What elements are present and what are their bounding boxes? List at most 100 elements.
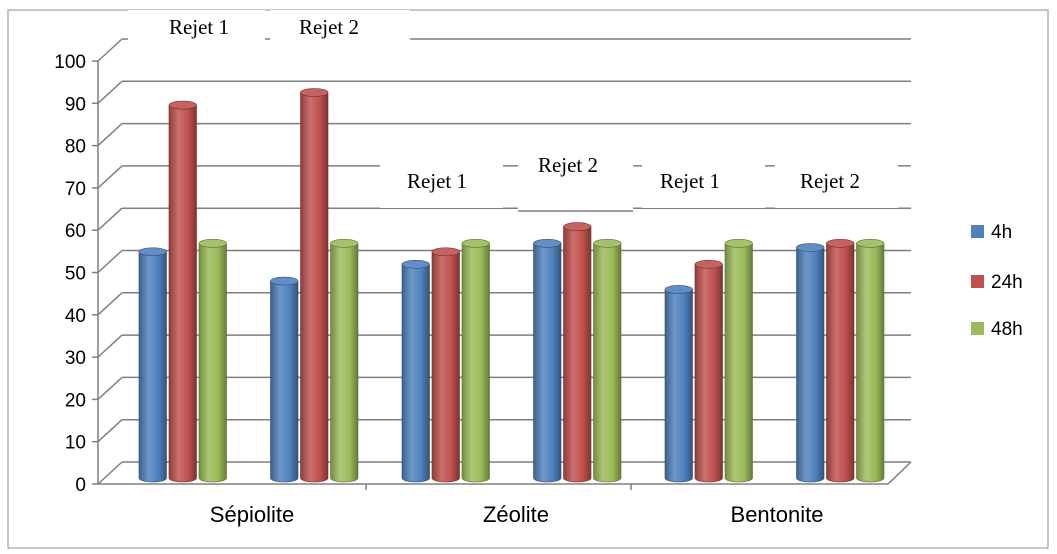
bar-48h-6 [856,239,885,483]
gridline-diagonal [97,376,123,400]
bar-body [330,243,359,483]
y-tick-label: 100 [54,52,86,73]
gridline-diagonal [97,419,123,443]
bar-24h-5 [694,260,723,483]
y-tick-label: 50 [65,264,86,285]
subgroup-label: Rejet 2 [299,15,359,39]
subgroup-label: Rejet 2 [538,153,598,177]
bar-top [431,247,460,257]
category-label: Sépiolite [210,502,294,527]
bar-48h-1 [198,239,227,483]
bar-24h-2 [300,88,329,483]
gridline-diagonal [97,207,123,231]
bar-body [138,251,167,483]
bar-top [724,239,753,248]
legend-label: 48h [991,319,1023,340]
bar-body [533,243,562,483]
bar-48h-3 [461,239,490,483]
bar-body [796,247,825,483]
bar-4h-1 [138,247,167,483]
bar-body [593,243,622,483]
y-tick-label: 40 [65,306,86,327]
bar-24h-1 [168,100,197,483]
gridline-diagonal [97,461,123,485]
gridline-diagonal [97,80,123,104]
bar-top [664,285,693,294]
bar-body [270,280,299,483]
gridlines [97,38,911,485]
y-tick-label: 70 [65,179,86,200]
bar-top [826,239,855,248]
subgroup-label: Rejet 2 [800,169,860,193]
bar-body [563,226,592,483]
category-label: Zéolite [483,502,549,527]
legend-label: 4h [991,222,1012,243]
gridline-diagonal [97,292,123,316]
bar-top [593,239,622,248]
legend-swatch [971,225,984,238]
bar-body [401,264,430,483]
bar-4h-2 [270,276,299,483]
gridline-diagonal [97,38,123,62]
bar-top [856,239,885,248]
bar-body [694,264,723,483]
category-label: Bentonite [731,502,824,527]
bar-4h-5 [664,285,693,483]
category-axis-labels: Sépiolite Zéolite Bentonite [210,502,824,527]
legend-label: 24h [991,272,1023,293]
bar-top [330,239,359,248]
y-tick-label: 60 [65,221,86,242]
bar-top [300,88,329,97]
bar-top [198,239,227,248]
label-mask [128,10,265,54]
gridline-diagonal [97,165,123,189]
bar-top [694,260,723,269]
bar-body [168,104,197,483]
legend-swatch [971,275,984,288]
y-tick-label: 10 [65,433,86,454]
bar-24h-3 [431,247,460,483]
y-tick-label: 30 [65,348,86,369]
label-mask [518,145,633,211]
bar-top [270,276,299,286]
bar-body [664,289,693,483]
bar-top [796,243,825,252]
bar-body [198,243,227,483]
value-axis: 0 10 20 30 40 50 60 70 80 90 100 [54,52,912,496]
bar-body [856,243,885,483]
bar-top [563,222,592,231]
bar-24h-6 [826,239,855,483]
bar-top [533,239,562,248]
gridline-diagonal [97,334,123,358]
y-tick-label: 20 [65,390,86,411]
bars [138,88,885,483]
bar-48h-4 [593,239,622,483]
floor-side [887,461,912,485]
bar-body [431,251,460,483]
gridline-diagonal [97,123,123,147]
y-tick-label: 0 [75,475,86,496]
bar-body [300,92,329,483]
legend: 4h 24h 48h [971,222,1023,340]
bar-top [461,239,490,248]
y-tick-label: 80 [65,137,86,158]
bar-body [724,243,753,483]
label-mask [642,160,765,208]
label-mask [775,160,898,208]
gridline-diagonal [97,249,123,274]
subgroup-labels: Rejet 1 Rejet 2 Rejet 1 Rejet 2 Rejet 1 Rejet… [169,15,860,193]
bar-body [826,243,855,483]
subgroup-label: Rejet 1 [169,15,229,39]
bar-4h-3 [401,260,430,483]
bar-body [461,243,490,483]
bar-24h-4 [563,222,592,483]
bar-top [401,260,430,269]
bar-top [168,100,197,110]
y-tick-label: 90 [65,94,86,115]
bar-48h-5 [724,239,753,483]
subgroup-label: Rejet 1 [407,169,467,193]
bar-top [138,247,167,257]
label-mask [380,160,503,208]
bar-4h-6 [796,243,825,483]
